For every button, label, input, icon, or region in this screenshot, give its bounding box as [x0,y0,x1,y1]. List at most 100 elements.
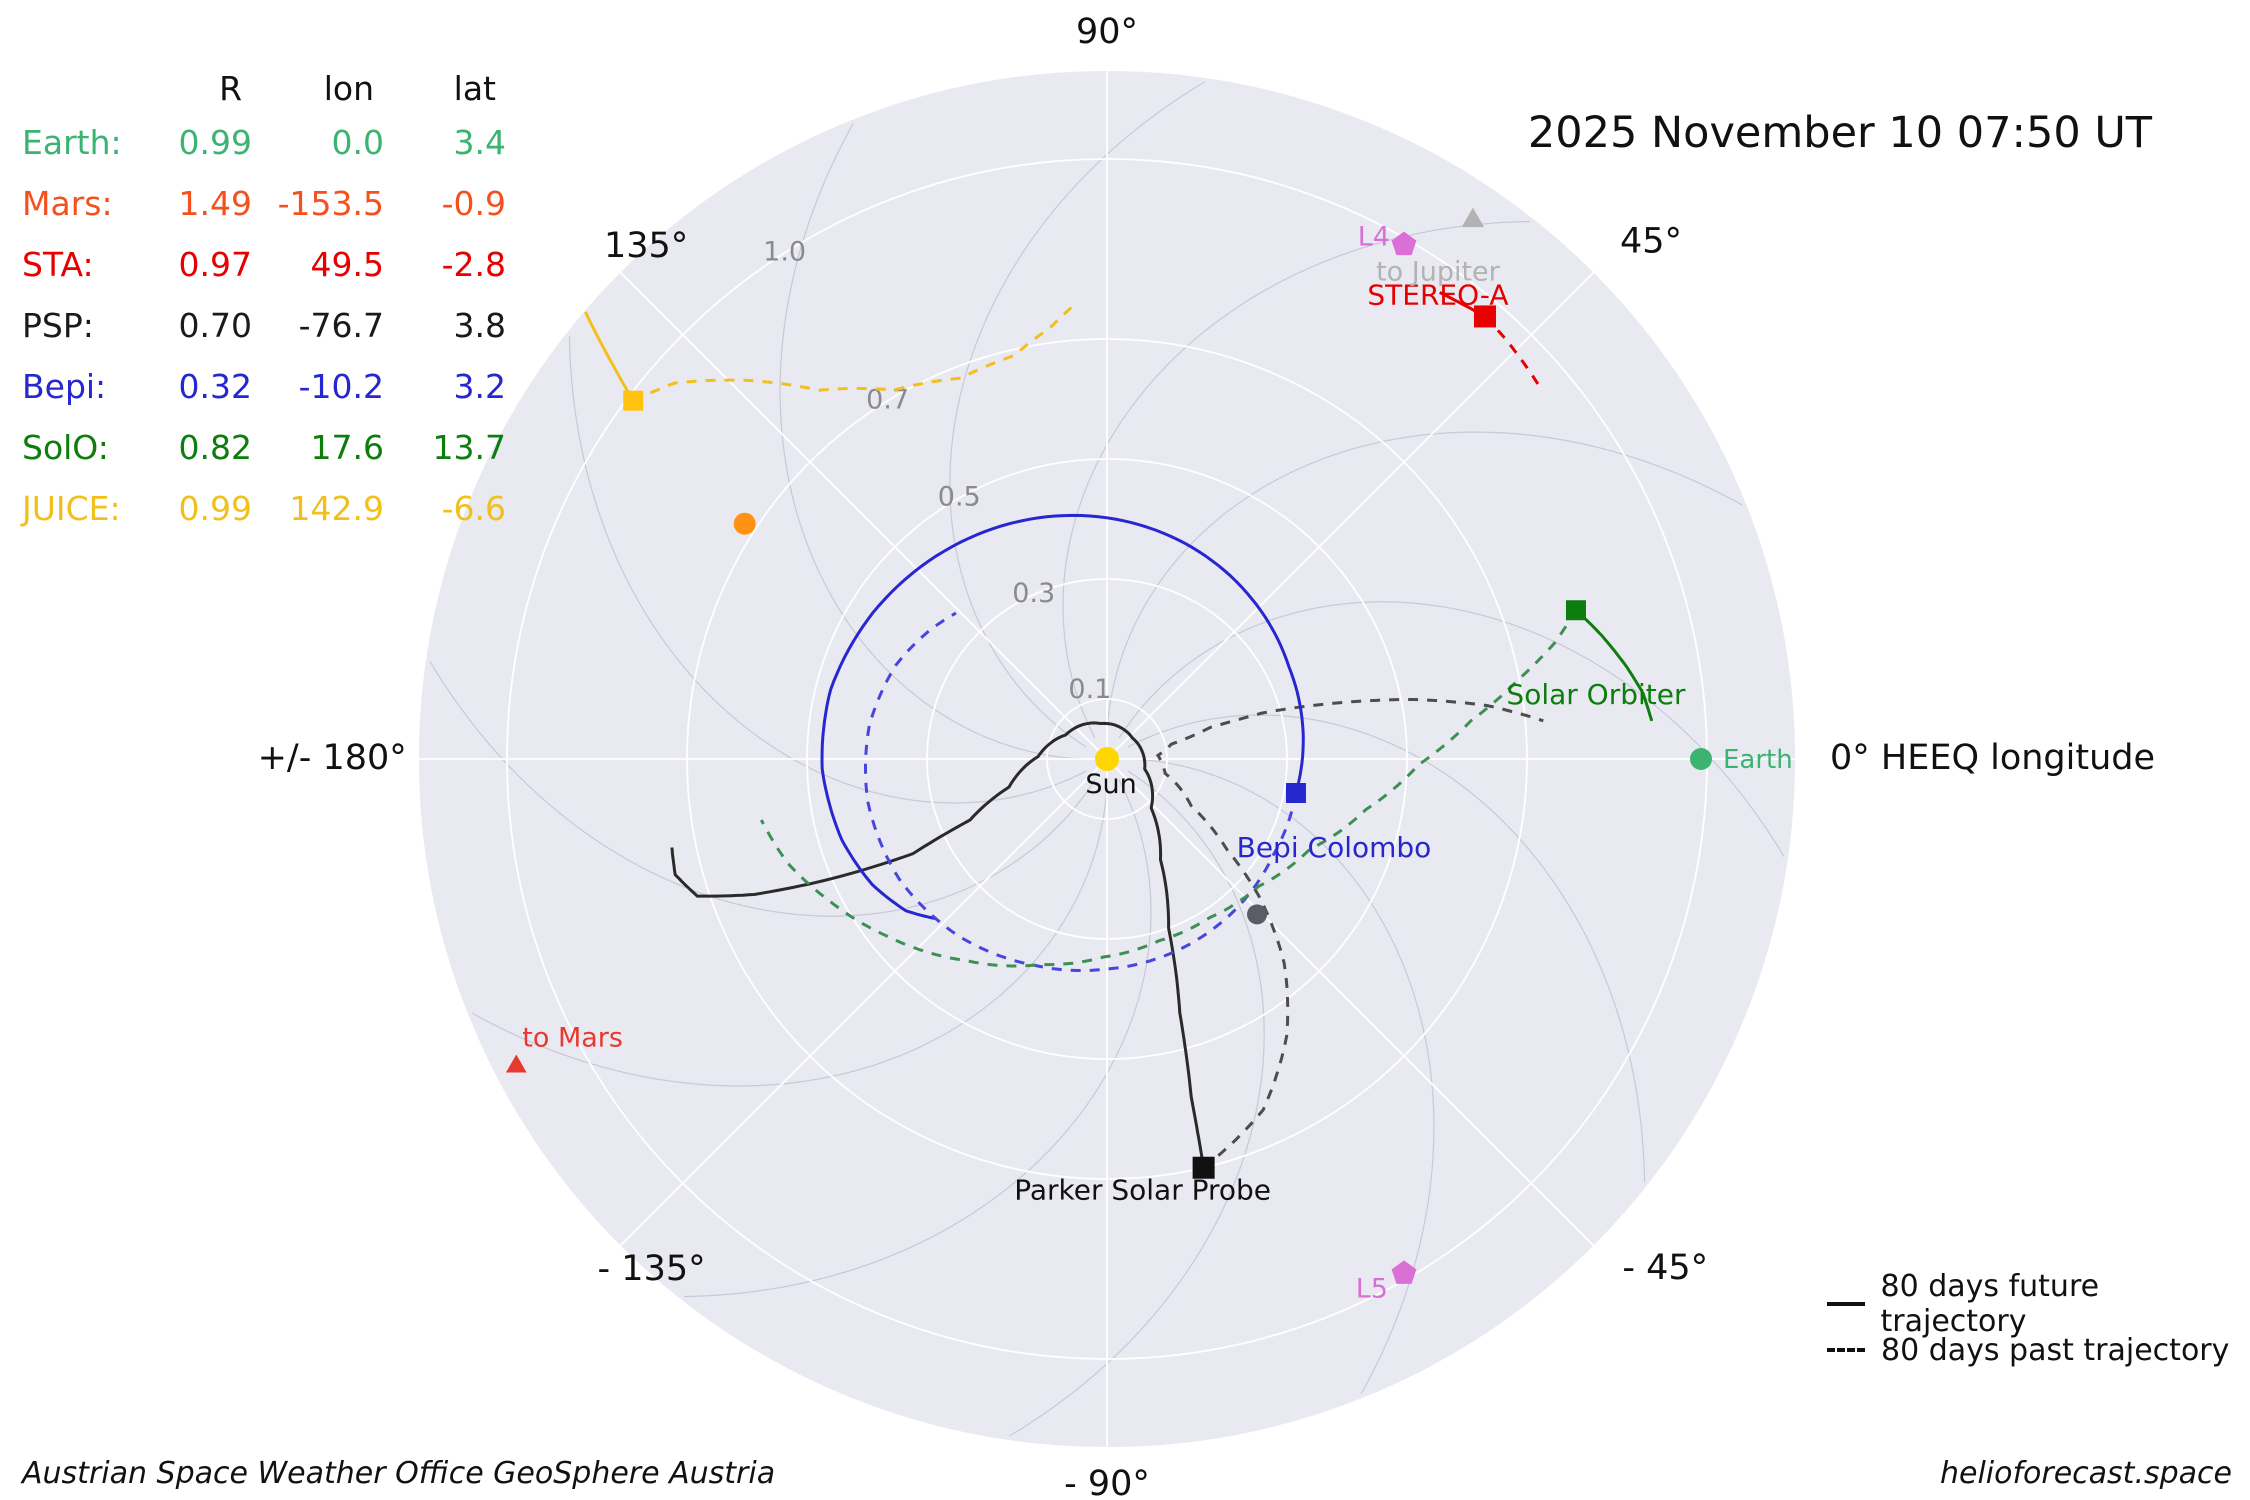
table-cell-r: 1.49 [178,184,252,223]
marker-sun [1095,747,1119,771]
marker-solo [1565,600,1586,621]
angle-label: 0° HEEQ longitude [1830,738,2155,778]
label-earth: Earth [1723,745,1793,775]
label-bepi: Bepi Colombo [1237,831,1432,864]
spiral-gridline [1127,714,1646,1182]
spiral-gridline [1009,770,1265,1437]
spiral-gridline [1106,431,1743,736]
angle-label: 45° [1620,222,1682,262]
spoke-gridline [1106,758,1595,1247]
ring-gridline [1046,698,1168,820]
marker-to-jupiter [1461,207,1485,228]
marker-bepi [1285,783,1306,804]
label-l5: L5 [1356,1273,1388,1304]
table-cell-lat: 3.8 [453,306,506,345]
spiral-gridline [1130,758,1435,1395]
label-sun: Sun [1085,769,1136,800]
angle-label: +/- 180° [258,738,407,778]
table-cell-lon: 17.6 [310,428,384,467]
table-row-label: STA: [22,245,94,284]
table-cell-lon: 142.9 [289,489,384,528]
legend-item-past: 80 days past trajectory [1827,1327,2250,1373]
solid-line-icon [1827,1302,1865,1306]
table-cell-lat: -0.9 [441,184,506,223]
ring-gridline [806,458,1408,1060]
spiral-gridline [429,661,1096,917]
angle-label: - 90° [1064,1464,1150,1500]
ring-label: 0.3 [1012,578,1055,609]
table-cell-r: 0.99 [178,489,252,528]
label-psp: Parker Solar Probe [1014,1174,1271,1207]
spiral-gridline [471,782,1108,1087]
col-header-lon: lon [323,68,374,108]
col-header-lat: lat [453,68,496,108]
trajectory-bepi-future [820,513,1305,921]
spoke-gridline [619,271,1108,760]
angle-grid [418,70,1796,1448]
table-row-label: SolO: [22,428,109,467]
table-cell-lat: -2.8 [441,245,506,284]
dashed-line-icon [1827,1348,1865,1352]
trajectory-sta-past [1483,315,1540,386]
trajectory-juice-future [584,311,635,402]
ring-gridline [686,338,1528,1180]
table-cell-lat: 13.7 [432,428,506,467]
table-cell-lon: -10.2 [298,367,384,406]
marker-psp [1192,1156,1215,1179]
table-row-label: Bepi: [22,367,107,406]
position-table: R lon lat Earth: 0.99 0.0 3.4 Mars: 1.49 -153.… [22,64,510,539]
label-solo: Solar Orbiter [1506,678,1686,711]
angle-label: - 135° [598,1249,706,1289]
bodies: Sun Earth STEREO-A Parker Solar Probe Bepi C… [505,207,1793,1304]
trajectories [584,291,1654,1169]
table-cell-r: 0.82 [178,428,252,467]
datetime-title: 2025 November 10 07:50 UT [1527,108,2153,158]
trajectory-psp-future [670,721,1206,1168]
marker-earth [1690,748,1712,770]
legend-past-label: 80 days past trajectory [1881,1332,2230,1368]
table-cell-r: 0.70 [178,306,252,345]
legend-future-label: 80 days future trajectory [1880,1269,2100,1339]
table-row-label: JUICE: [22,489,121,528]
label-stereo-a: STEREO-A [1367,278,1508,311]
ring-label: 0.5 [938,481,981,512]
label-l4: L4 [1358,222,1390,253]
credit-left: Austrian Space Weather Office GeoSphere … [22,1456,776,1491]
trajectory-solo-past [759,609,1578,968]
table-row-label: PSP: [22,306,94,345]
table-row-label: Earth: [22,123,122,162]
spoke-gridline [1106,271,1595,760]
outer-ring [417,69,1797,1449]
marker-juice [623,390,644,411]
trajectory-psp-past [1155,698,1544,1169]
table-cell-lat: 3.2 [453,367,506,406]
spiral-gridline [1062,220,1530,739]
credit-right: helioforecast.space [1939,1456,2232,1491]
table-cell-lon: -153.5 [277,184,384,223]
spiral-gridline [949,81,1205,748]
angle-label: 135° [604,226,688,266]
angle-label: 90° [1076,12,1138,52]
table-cell-r: 0.97 [178,245,252,284]
spiral-gridline [684,779,1152,1298]
ring-gridline [926,578,1288,940]
trajectory-solo-future [1574,609,1654,722]
spiral-gridline [1118,601,1785,857]
ring-label: 1.0 [763,236,806,267]
angle-label: - 45° [1622,1248,1708,1288]
marker-mercury [1247,904,1268,925]
trajectory-juice-past [632,306,1073,403]
trajectory-bepi-past [864,611,1298,972]
label-to-jupiter: to Jupiter [1376,257,1501,288]
ring-label: 0.1 [1068,674,1111,705]
marker-l5 [1391,1260,1417,1284]
table-cell-lat: -6.6 [441,489,506,528]
marker-l4 [1391,231,1417,256]
spiral-gridline [568,336,1087,804]
legend-item-future: 80 days future trajectory [1827,1269,2250,1339]
marker-venus [733,512,756,535]
trajectory-legend: 80 days future trajectory 80 days past t… [1827,1269,2250,1373]
marker-stereo-a [1473,305,1496,328]
table-cell-lat: 3.4 [453,123,506,162]
